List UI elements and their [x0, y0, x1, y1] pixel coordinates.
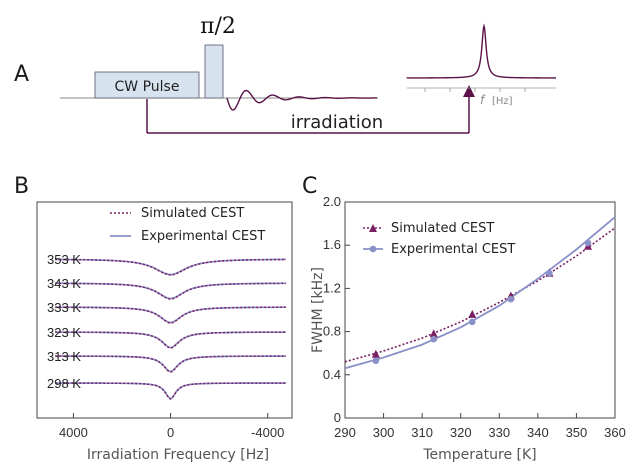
experimental-cest-curve [55, 382, 286, 400]
experimental-cest-curve [55, 355, 286, 373]
spectrum-ticks [424, 88, 526, 92]
temperature-label: 313 K [47, 349, 81, 364]
x-tick-label: 310 [411, 425, 433, 440]
x-tick-label: -4000 [251, 425, 284, 440]
temperature-label: 323 K [47, 325, 81, 340]
x-tick-label: 330 [488, 425, 510, 440]
irradiation-label: irradiation [291, 112, 383, 133]
pi-half-pulse-label: π/2 [200, 14, 236, 39]
experimental-cest-curve [55, 258, 286, 276]
legend-c-circle-marker [369, 245, 377, 253]
x-tick-label: 290 [334, 425, 356, 440]
x-tick-label: 4000 [59, 425, 88, 440]
data-point-circle [507, 295, 515, 303]
data-point-circle [430, 335, 438, 343]
simulated-cest-curve [55, 306, 286, 324]
x-tick-label: 300 [373, 425, 395, 440]
cw-pulse-block [94, 71, 200, 99]
spectrum-axis-unit: [Hz] [492, 96, 513, 107]
x-tick-label: 0 [167, 425, 174, 440]
pi-half-pulse-block [204, 44, 224, 99]
data-point-circle [546, 269, 553, 277]
data-point-triangle [429, 329, 438, 338]
experimental-cest-curve [55, 331, 286, 349]
panel-b-series [55, 258, 286, 400]
simulated-cest-curve [55, 355, 286, 373]
panel-b-xlabel: Irradiation Frequency [Hz] [87, 447, 269, 463]
x-tick-label: 340 [527, 425, 549, 440]
y-tick-label: 0.8 [323, 324, 341, 339]
panel-b-label: B [14, 174, 29, 199]
panel-a-label: A [14, 62, 29, 87]
simulated-cest-curve [55, 382, 286, 400]
panel-b-xticks: 4000 0 -4000 [59, 413, 284, 440]
data-point-circle [584, 239, 592, 247]
fit-curve [344, 216, 616, 370]
y-tick-label: 0.4 [323, 367, 341, 382]
x-tick-label: 350 [566, 425, 588, 440]
panel-b-frame [36, 201, 293, 419]
y-tick-label: 1.6 [323, 237, 341, 252]
legend-c-experimental-label: Experimental CEST [391, 242, 515, 257]
experimental-cest-curve [55, 282, 286, 300]
legend-c-triangle-marker [369, 224, 377, 232]
panel-c-ylabel: FWHM [kHz] [310, 267, 326, 353]
simulated-cest-curve [55, 282, 286, 300]
spectrum-axis-symbol: f [480, 93, 486, 107]
nmr-spectrum [406, 23, 556, 79]
panel-c-label: C [302, 174, 317, 199]
temperature-label: 333 K [47, 300, 81, 315]
panel-c-axes: 290 300 310 320 330 340 350 360 0 0.4 0.8 1.2 1.6 2.0 [323, 194, 626, 440]
data-point-triangle [371, 349, 380, 358]
panel-c-frame [344, 201, 616, 419]
simulated-cest-curve [55, 258, 286, 276]
fid-signal [226, 89, 377, 111]
panel-b-temperature-labels: 353 K 343 K 333 K 323 K 313 K 298 K [47, 252, 81, 391]
panel-c-series [344, 216, 616, 370]
legend-b-simulated-label: Simulated CEST [141, 206, 244, 221]
experimental-cest-curve [55, 306, 286, 324]
x-tick-label: 320 [450, 425, 472, 440]
legend-c-simulated-label: Simulated CEST [391, 221, 494, 236]
temperature-label: 343 K [47, 276, 81, 291]
panel-c-xlabel: Temperature [K] [422, 447, 536, 463]
y-tick-label: 0 [334, 410, 341, 425]
y-tick-label: 2.0 [323, 194, 341, 209]
legend-b-experimental-label: Experimental CEST [141, 229, 265, 244]
simulated-cest-curve [55, 331, 286, 349]
cw-pulse-label: CW Pulse [115, 79, 180, 95]
temperature-label: 353 K [47, 252, 81, 267]
temperature-label: 298 K [47, 376, 81, 391]
data-point-circle [468, 318, 476, 326]
y-tick-label: 1.2 [323, 280, 341, 295]
data-point-circle [372, 357, 380, 365]
data-point-triangle [468, 309, 477, 318]
fit-curve [344, 227, 616, 363]
x-tick-label: 360 [604, 425, 626, 440]
